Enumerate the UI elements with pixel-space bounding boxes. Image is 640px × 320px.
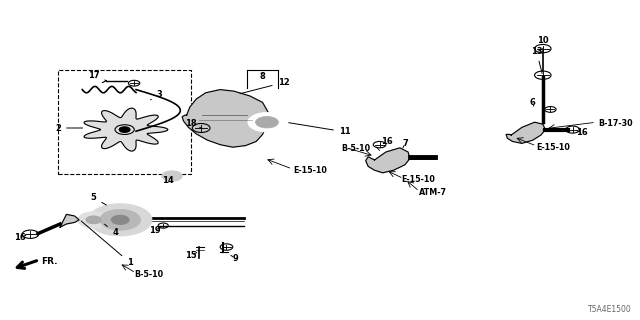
- Circle shape: [255, 116, 278, 128]
- Polygon shape: [84, 108, 168, 151]
- Polygon shape: [182, 90, 269, 147]
- Text: 18: 18: [185, 119, 201, 128]
- Polygon shape: [365, 148, 410, 173]
- Circle shape: [162, 171, 182, 181]
- Text: 19: 19: [149, 226, 161, 235]
- Text: E-15-10: E-15-10: [536, 143, 570, 152]
- Text: 16: 16: [576, 128, 588, 137]
- Text: 5: 5: [91, 193, 106, 205]
- Text: 9: 9: [231, 254, 238, 263]
- Text: 3: 3: [150, 90, 163, 100]
- Circle shape: [111, 215, 129, 224]
- Text: B-5-10: B-5-10: [342, 144, 371, 153]
- Text: ATM-7: ATM-7: [419, 188, 447, 197]
- Text: E-15-10: E-15-10: [402, 175, 436, 184]
- Text: 8: 8: [260, 72, 266, 81]
- Text: FR.: FR.: [41, 257, 58, 266]
- Text: 17: 17: [88, 71, 106, 81]
- Text: 14: 14: [162, 176, 173, 185]
- Text: 1: 1: [81, 221, 132, 267]
- Text: 13: 13: [531, 47, 542, 74]
- Text: 7: 7: [402, 139, 408, 148]
- Text: 15: 15: [185, 251, 197, 260]
- Text: B-5-10: B-5-10: [134, 270, 163, 279]
- Text: 4: 4: [104, 224, 118, 237]
- Text: 16: 16: [381, 137, 393, 146]
- Circle shape: [78, 212, 109, 228]
- Text: 10: 10: [537, 36, 548, 49]
- Circle shape: [119, 127, 130, 132]
- Circle shape: [86, 216, 101, 224]
- Polygon shape: [60, 214, 79, 227]
- Bar: [58, 70, 191, 174]
- Text: B-17-30: B-17-30: [598, 119, 632, 128]
- Circle shape: [100, 210, 140, 230]
- Text: 2: 2: [55, 124, 83, 132]
- Text: 16: 16: [14, 233, 26, 242]
- Text: T5A4E1500: T5A4E1500: [588, 305, 632, 314]
- Circle shape: [248, 113, 286, 132]
- Text: E-15-10: E-15-10: [293, 166, 327, 175]
- Circle shape: [88, 204, 152, 236]
- Polygon shape: [506, 122, 545, 143]
- Text: 11: 11: [289, 123, 351, 136]
- Text: 6: 6: [530, 98, 536, 107]
- Text: 12: 12: [240, 78, 289, 94]
